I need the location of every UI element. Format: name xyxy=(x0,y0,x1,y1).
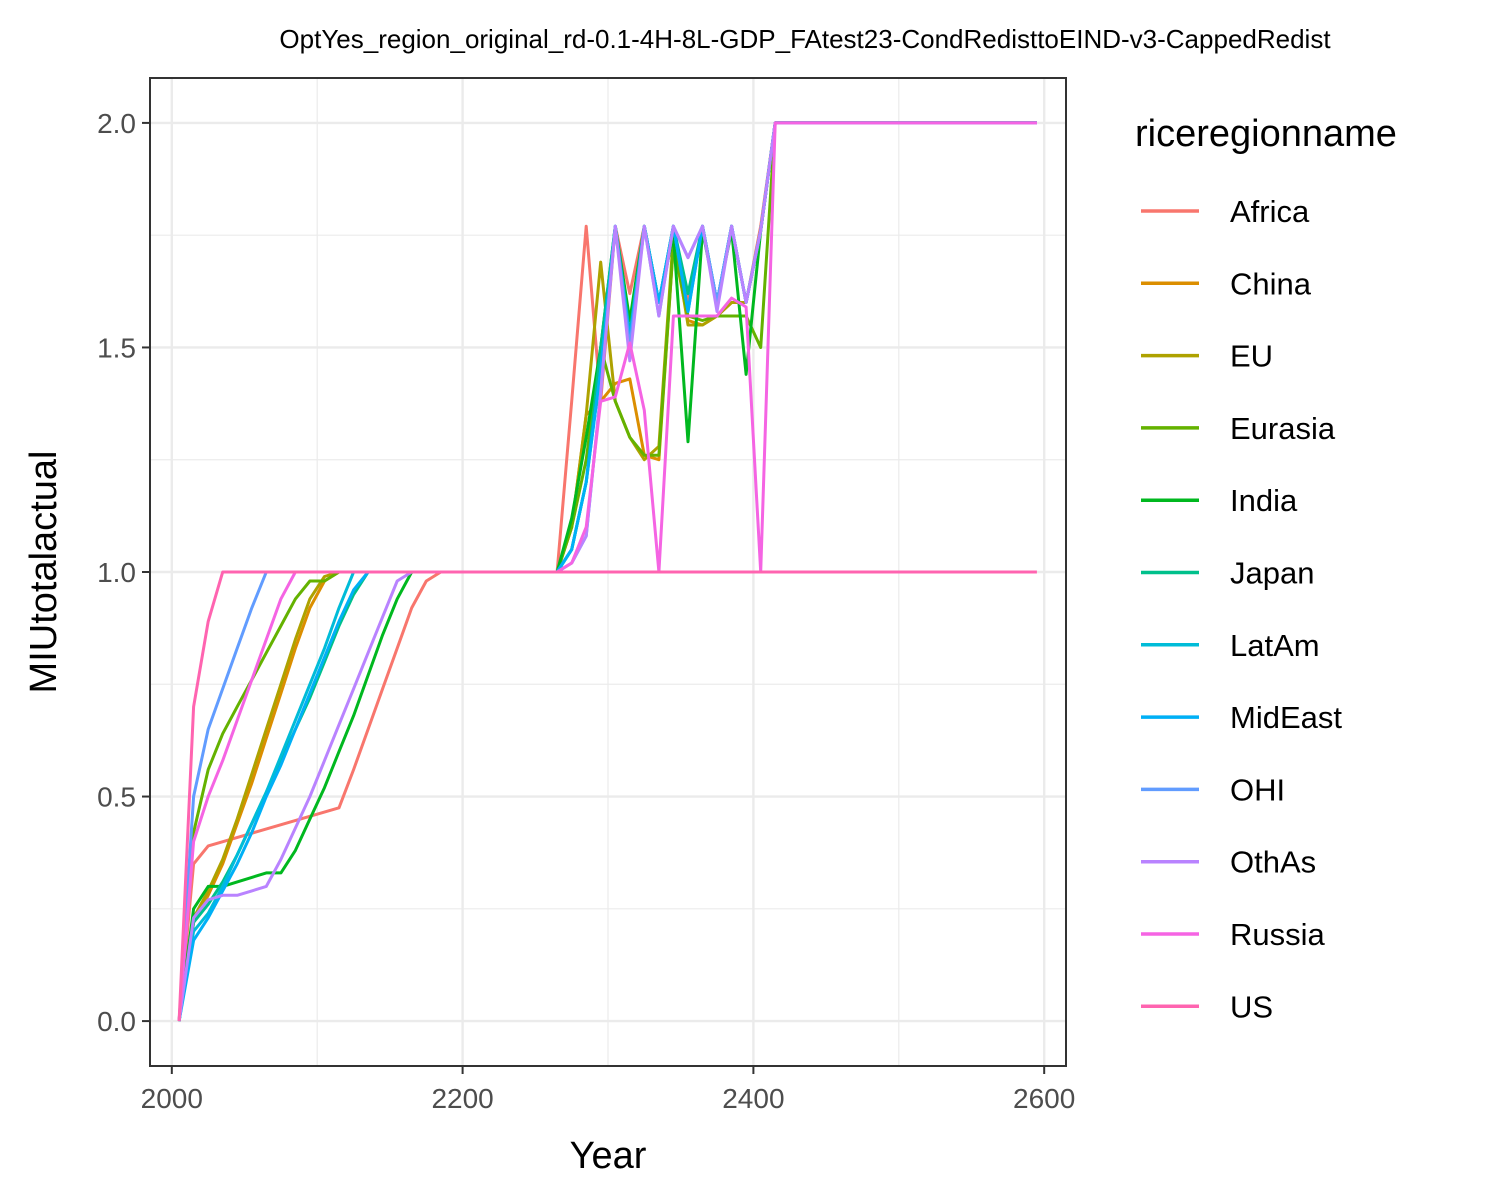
y-axis: 0.0 0.5 1.0 1.5 2.0 xyxy=(97,108,150,1037)
legend-label-china: China xyxy=(1230,266,1312,301)
legend-label-russia: Russia xyxy=(1230,917,1326,952)
y-axis-title: MIUtotalactual xyxy=(23,451,65,694)
legend-label-othas: OthAs xyxy=(1230,845,1316,880)
y-tick-label: 0.0 xyxy=(97,1006,136,1037)
y-tick-label: 2.0 xyxy=(97,108,136,139)
x-axis-title: Year xyxy=(570,1135,647,1177)
legend-label-india: India xyxy=(1230,483,1298,518)
legend-title: riceregionname xyxy=(1135,113,1397,155)
legend-label-africa: Africa xyxy=(1230,194,1310,229)
x-tick-label: 2400 xyxy=(722,1083,784,1114)
y-tick-label: 1.5 xyxy=(97,332,136,363)
series-line-russia xyxy=(177,121,1037,1022)
x-tick-label: 2000 xyxy=(141,1083,203,1114)
x-tick-label: 2200 xyxy=(431,1083,493,1114)
legend: riceregionname Africa China EU Eurasia India… xyxy=(1135,113,1397,1024)
legend-label-japan: Japan xyxy=(1230,556,1314,591)
y-tick-label: 1.0 xyxy=(97,557,136,588)
y-tick-label: 0.5 xyxy=(97,782,136,813)
x-tick-label: 2600 xyxy=(1013,1083,1075,1114)
x-axis: 2000 2200 2400 2600 xyxy=(141,1066,1075,1114)
legend-label-eurasia: Eurasia xyxy=(1230,411,1336,446)
legend-label-eu: EU xyxy=(1230,339,1273,374)
legend-label-ohi: OHI xyxy=(1230,772,1285,807)
series-line-us xyxy=(177,570,1037,1022)
series-lines xyxy=(177,121,1037,1022)
chart-title: OptYes_region_original_rd-0.1-4H-8L-GDP_… xyxy=(279,24,1331,54)
legend-label-us: US xyxy=(1230,989,1273,1024)
legend-label-mideast: MidEast xyxy=(1230,700,1342,735)
legend-label-latam: LatAm xyxy=(1230,628,1320,663)
